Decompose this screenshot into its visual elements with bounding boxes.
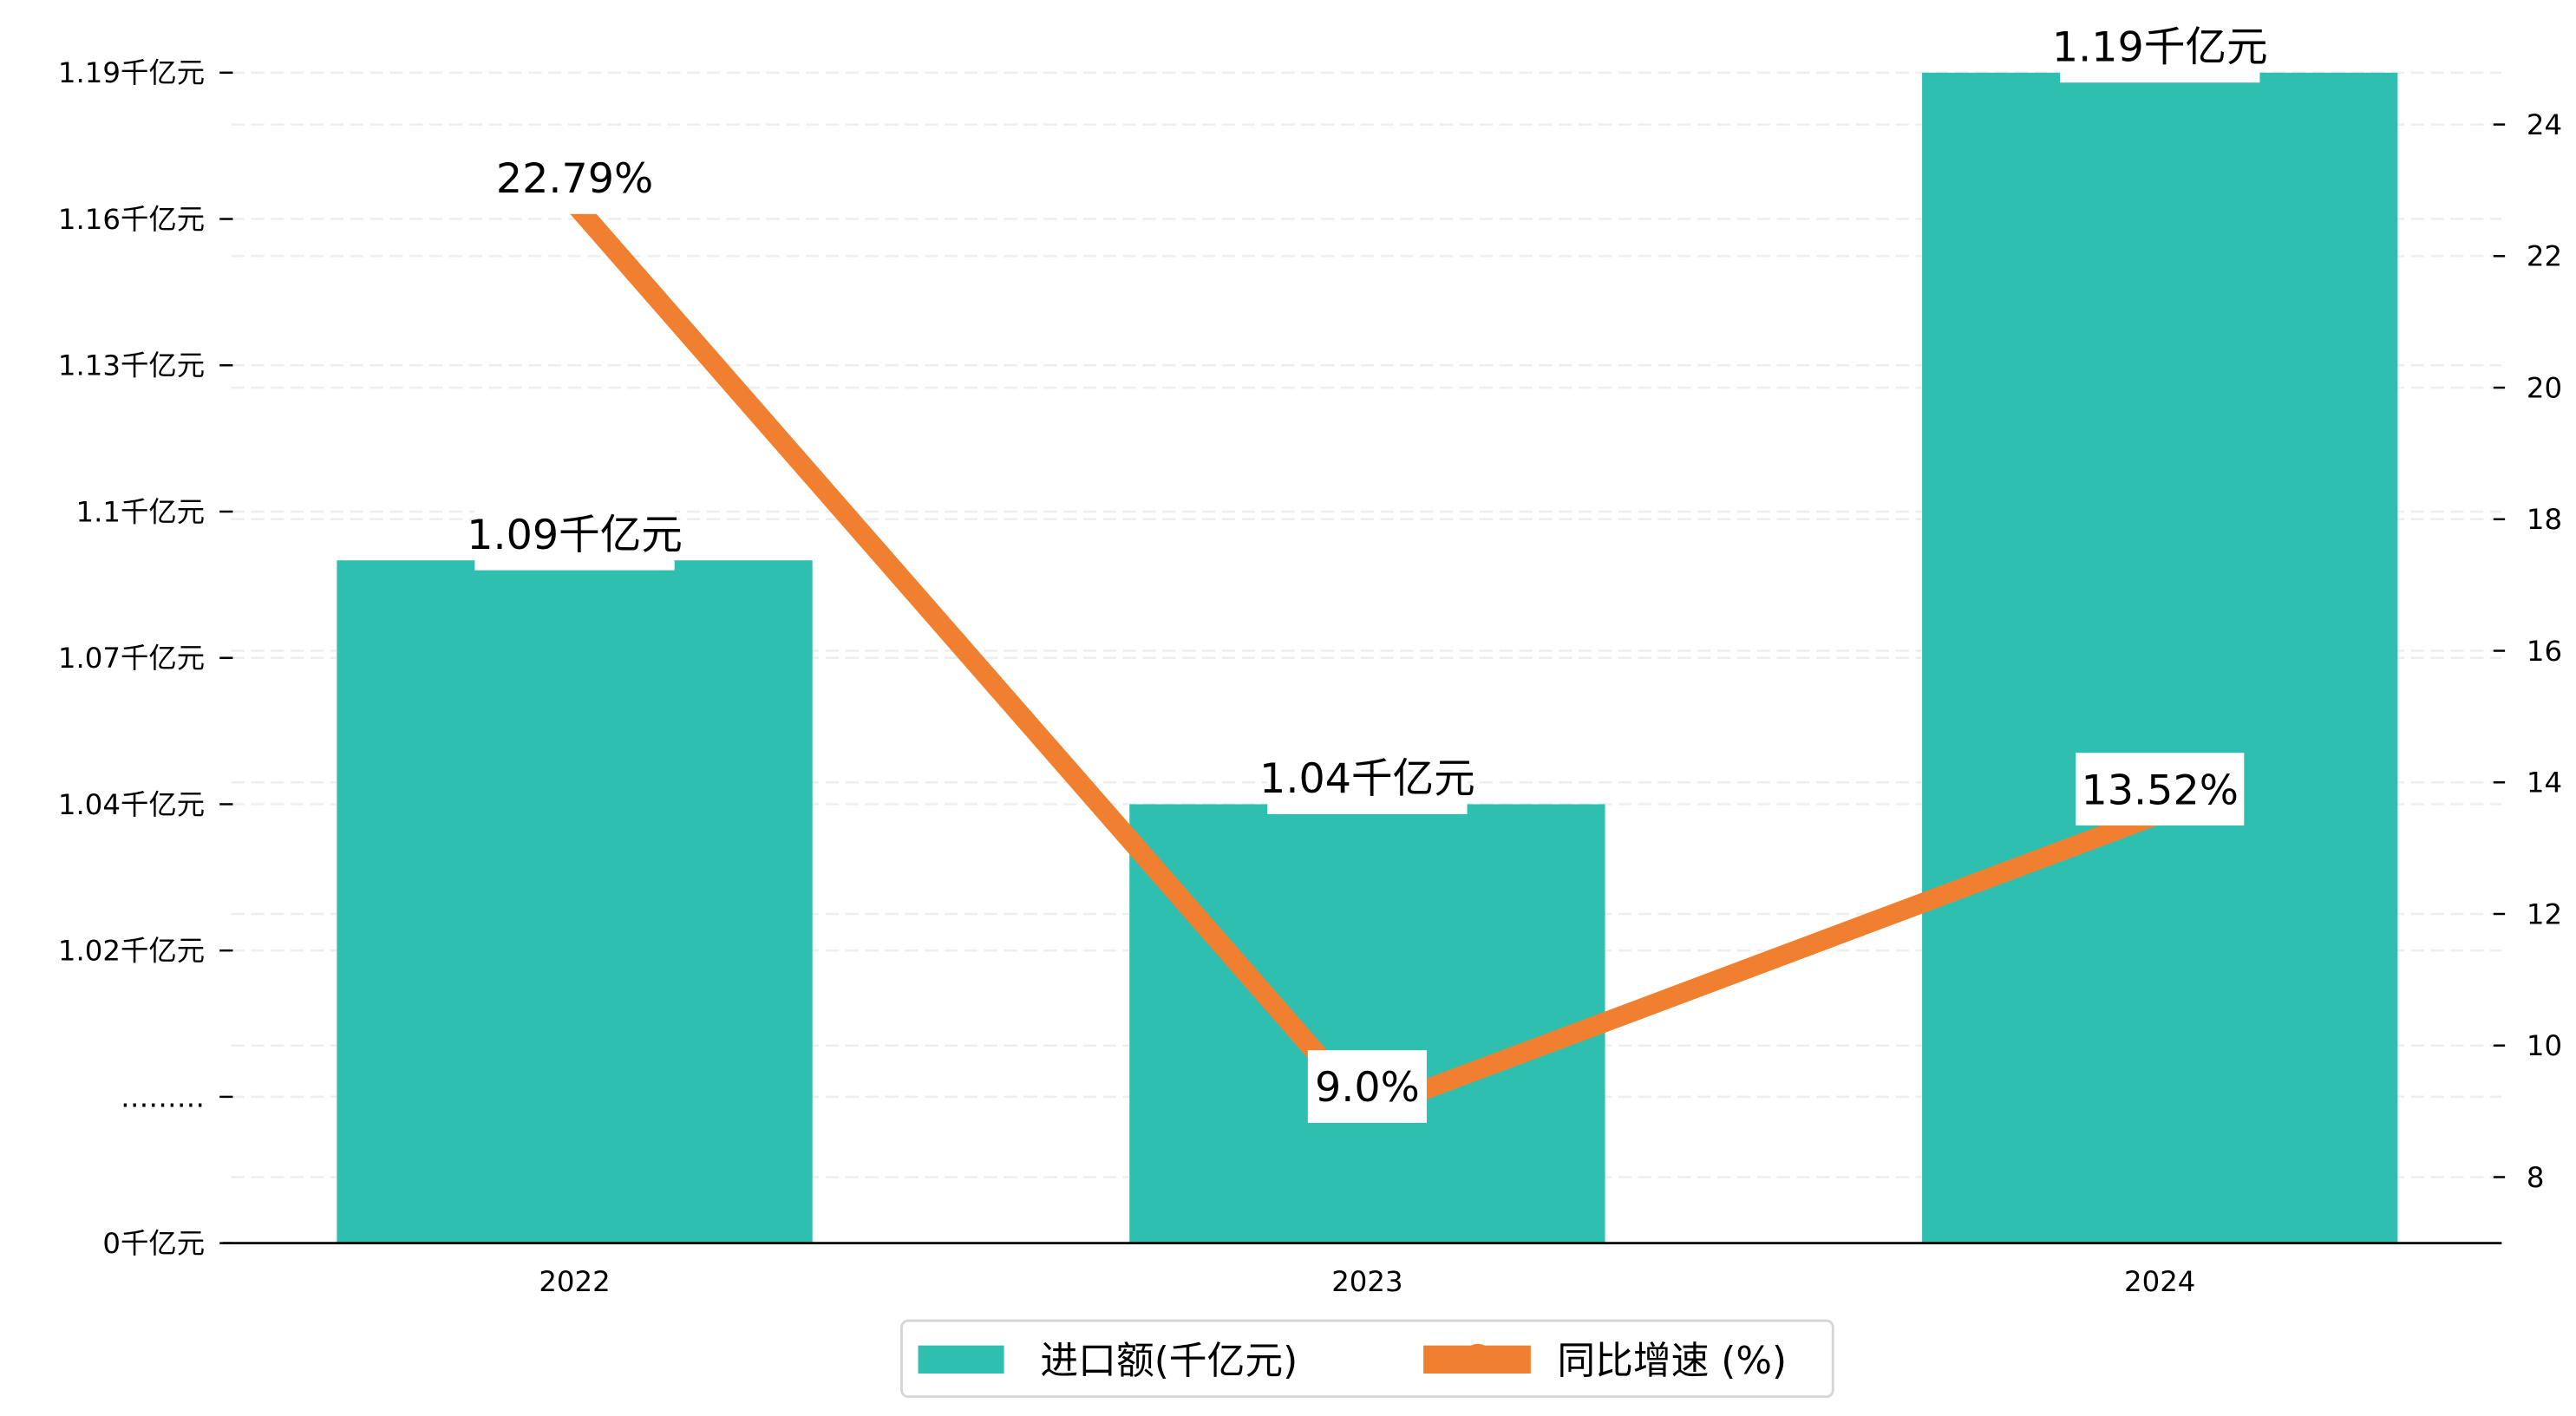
bar-value-label-bg [474, 497, 675, 571]
left-tick-label: ……… [121, 1080, 205, 1113]
right-tick-label: 8 [2527, 1161, 2545, 1194]
x-axis-ticks: 2022 2023 2024 [539, 1265, 2195, 1298]
left-tick-label: 1.02千亿元 [58, 935, 205, 968]
growth-value-label: 9.0% [1315, 1064, 1420, 1112]
bar-2023 [1129, 804, 1605, 1243]
legend-line-marker [1462, 1343, 1494, 1374]
left-tick-label: 0千亿元 [102, 1227, 205, 1260]
legend-bar-swatch [918, 1345, 1004, 1374]
growth-value-label-bg [490, 141, 659, 214]
left-tick-label: 1.04千亿元 [58, 788, 205, 821]
bar-value-label-bg [2060, 10, 2260, 83]
right-tick-label: 18 [2527, 503, 2562, 536]
x-tick-label: 2024 [2124, 1265, 2195, 1298]
right-tick-label: 10 [2527, 1029, 2562, 1062]
left-tick-label: 1.16千亿元 [58, 203, 205, 236]
bar-value-label: 1.19千亿元 [2052, 23, 2268, 71]
x-tick-label: 2023 [1331, 1265, 1402, 1298]
left-tick-label: 1.1千亿元 [76, 495, 206, 528]
legend-line-label: 同比增速 (%) [1557, 1339, 1787, 1383]
bar-value-label: 1.04千亿元 [1259, 755, 1475, 803]
right-tick-label: 24 [2527, 108, 2562, 141]
x-tick-label: 2022 [539, 1265, 610, 1298]
bar-value-label: 1.09千亿元 [467, 512, 683, 559]
growth-value-label: 22.79% [496, 155, 653, 203]
right-tick-label: 12 [2527, 897, 2562, 930]
legend-bar-label: 进口额(千亿元) [1040, 1339, 1298, 1383]
bar-2022 [337, 560, 813, 1243]
right-tick-label: 22 [2527, 240, 2562, 273]
right-tick-label: 20 [2527, 371, 2562, 404]
growth-value-label-bg [2076, 753, 2245, 826]
growth-value-label: 13.52% [2082, 767, 2239, 814]
bar-value-label-bg [1267, 741, 1468, 814]
left-tick-label: 1.19千亿元 [58, 56, 205, 89]
right-tick-label: 14 [2527, 767, 2562, 799]
left-tick-label: 1.13千亿元 [58, 349, 205, 382]
left-tick-label: 1.07千亿元 [58, 642, 205, 675]
bars [337, 72, 2398, 1243]
right-axis-ticks: 24 22 20 18 16 14 12 10 8 [2493, 108, 2562, 1194]
left-axis-ticks: 1.19千亿元 1.16千亿元 1.13千亿元 1.1千亿元 1.07千亿元 1.04千亿… [58, 56, 233, 1260]
bar-2024 [1922, 72, 2398, 1243]
legend-frame [900, 1319, 1834, 1399]
right-tick-label: 16 [2527, 635, 2562, 668]
growth-value-label-bg [1307, 1050, 1427, 1123]
legend: 进口额(千亿元) 同比增速 (%) [900, 1319, 1834, 1399]
data-labels: 1.09千亿元 1.04千亿元 1.19千亿元 22.79% 9.0% 13.52% [467, 10, 2268, 1123]
